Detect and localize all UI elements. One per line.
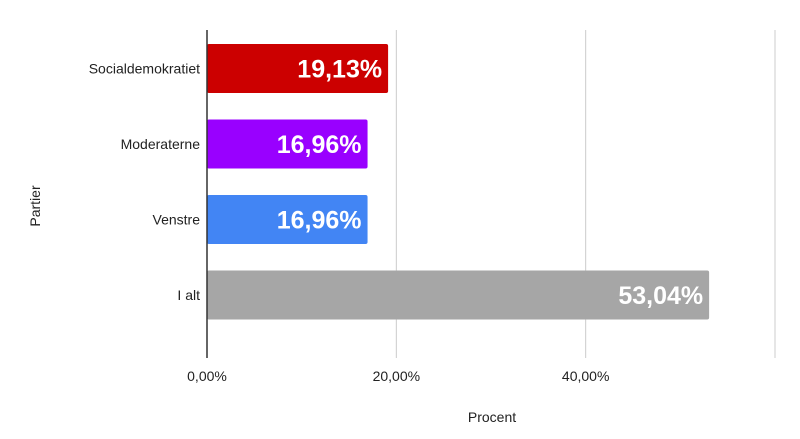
data-label-1: 16,96%	[277, 131, 362, 159]
tick-labels: 0,00% 20,00% 40,00%	[187, 368, 609, 384]
bar-1	[207, 119, 368, 169]
category-label-0: Socialdemokratiet	[89, 61, 200, 77]
category-label-2: Venstre	[153, 212, 201, 228]
data-label-3: 53,04%	[618, 282, 703, 310]
category-label-1: Moderaterne	[121, 136, 201, 152]
bar-3	[207, 270, 710, 320]
category-labels: Socialdemokratiet Moderaterne Venstre I alt	[89, 61, 200, 304]
y-axis-title: Partier	[27, 185, 43, 227]
x-axis-title: Procent	[468, 409, 516, 425]
tick-label-2: 40,00%	[562, 368, 609, 384]
bar-2	[207, 195, 368, 244]
bars: 19,13% 16,96% 16,96% 53,04%	[207, 44, 710, 320]
tick-label-0: 0,00%	[187, 368, 227, 384]
tick-label-1: 20,00%	[373, 368, 420, 384]
data-label-2: 16,96%	[277, 207, 362, 235]
bar-0	[207, 44, 389, 93]
data-label-0: 19,13%	[297, 56, 382, 84]
category-label-3: I alt	[177, 287, 200, 303]
